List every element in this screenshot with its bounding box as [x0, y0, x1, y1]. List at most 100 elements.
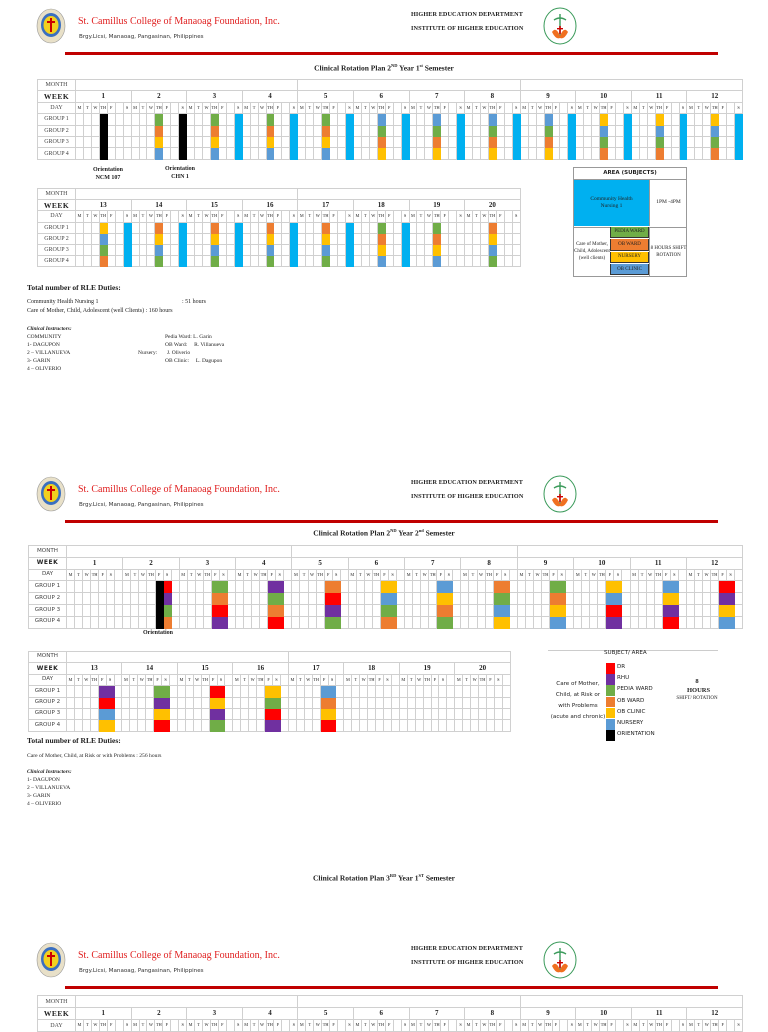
schedule-cell	[202, 147, 211, 160]
schedule-cell	[484, 603, 494, 617]
schedule-cell	[113, 719, 123, 732]
day-cell: W	[702, 1019, 712, 1032]
month-row: MONTH	[28, 545, 744, 558]
schedule-cell	[202, 113, 211, 126]
rotation-assignment-cell	[154, 592, 164, 605]
rotation-assignment-cell	[289, 113, 299, 126]
schedule-cell	[420, 580, 430, 594]
day-cell: TH	[541, 568, 551, 582]
schedule-cell	[106, 615, 116, 629]
schedule-cell	[194, 243, 203, 257]
day-cell	[670, 1019, 680, 1032]
rotation-assignment-cell	[209, 255, 219, 268]
week-number: 6	[347, 556, 406, 570]
day-cell: M	[575, 1019, 585, 1032]
schedule-cell	[422, 685, 432, 698]
schedule-cell	[484, 580, 494, 594]
schedule-cell	[621, 580, 631, 594]
schedule-cell	[66, 719, 75, 732]
schedule-cell	[384, 232, 394, 245]
schedule-cell	[241, 243, 251, 257]
schedule-cell	[224, 696, 234, 709]
rotation-assignment-cell	[376, 135, 386, 149]
rotation-assignment-cell	[161, 696, 170, 709]
schedule-cell	[701, 603, 712, 617]
day-cell: F	[273, 210, 283, 223]
schedule-cell	[248, 685, 258, 698]
schedule-cell	[462, 696, 472, 709]
schedule-cell	[259, 580, 269, 594]
schedule-cell	[406, 696, 416, 709]
day-cell: T	[468, 568, 478, 582]
schedule-cell	[90, 592, 100, 605]
schedule-cell	[541, 592, 551, 605]
day-cell: T	[194, 210, 203, 223]
schedule-cell	[281, 221, 291, 234]
day-cell	[114, 101, 124, 115]
schedule-cell	[565, 615, 575, 629]
title-text: Semester	[423, 873, 456, 883]
schedule-cell	[476, 580, 486, 594]
schedule-cell	[305, 221, 315, 234]
day-cell: T	[73, 673, 83, 687]
rotation-assignment-cell	[122, 232, 132, 245]
week-number: 17	[287, 662, 345, 675]
schedule-cell	[311, 685, 321, 698]
schedule-cell	[194, 221, 203, 234]
schedule-cell	[448, 243, 458, 257]
schedule-cell	[460, 615, 470, 629]
day-cell: S	[345, 1019, 354, 1032]
schedule-cell	[352, 243, 362, 257]
day-cell: F	[217, 210, 227, 223]
schedule-cell	[295, 696, 305, 709]
day-cell: M	[352, 101, 362, 115]
institute-name: INSTITUTE OF HIGHER EDUCATION	[411, 493, 524, 500]
schedule-cell	[200, 685, 210, 698]
schedule-cell	[448, 124, 458, 137]
day-cell: TH	[321, 210, 331, 223]
schedule-cell	[416, 232, 426, 245]
rotation-assignment-cell	[122, 243, 132, 257]
instructor-item: 2 – VILLANUEVA	[27, 350, 71, 356]
schedule-cell	[138, 603, 148, 617]
day-cell: W	[591, 101, 601, 115]
group-label: GROUP 3	[28, 707, 67, 721]
legend-label: OB WARD	[617, 697, 645, 704]
schedule-cell	[82, 232, 92, 245]
day-cell: S	[327, 673, 337, 687]
schedule-cell	[194, 147, 203, 160]
rotation-assignment-cell	[178, 124, 188, 137]
institute-name: INSTITUTE OF HIGHER EDUCATION	[411, 959, 524, 966]
schedule-cell	[355, 603, 365, 617]
schedule-cell	[371, 580, 381, 594]
orientation-note: Orientation	[143, 630, 173, 636]
day-cell	[448, 1019, 458, 1032]
rotation-assignment-cell	[122, 221, 132, 234]
schedule-cell	[476, 603, 486, 617]
schedule-cell	[460, 603, 470, 617]
day-cell: F	[264, 673, 273, 687]
schedule-cell	[202, 615, 212, 629]
schedule-cell	[597, 580, 607, 594]
rotation-assignment-cell	[543, 113, 553, 126]
schedule-cell	[129, 707, 139, 721]
schedule-cell	[653, 580, 663, 594]
rotation-assignment-cell	[432, 243, 442, 257]
day-cell: M	[352, 1019, 362, 1032]
schedule-cell	[273, 221, 283, 234]
note-line: CHN 1	[171, 173, 189, 180]
week-number: 14	[130, 199, 188, 212]
day-cell: TH	[432, 210, 442, 223]
schedule-cell	[130, 232, 140, 245]
schedule-cell	[430, 707, 440, 721]
schedule-cell	[493, 685, 503, 698]
schedule-cell	[390, 696, 400, 709]
schedule-cell	[89, 696, 99, 709]
schedule-cell	[470, 696, 480, 709]
schedule-cell	[234, 580, 245, 594]
day-cell	[279, 673, 289, 687]
day-cell: TH	[311, 673, 321, 687]
schedule-cell	[114, 232, 124, 245]
schedule-cell	[251, 592, 261, 605]
schedule-cell	[184, 696, 194, 709]
